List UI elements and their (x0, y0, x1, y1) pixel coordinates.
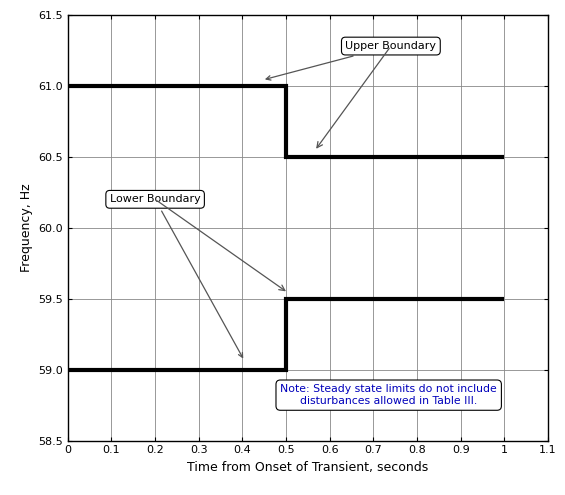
Text: Lower Boundary: Lower Boundary (110, 195, 242, 357)
Text: Note: Steady state limits do not include
disturbances allowed in Table III.: Note: Steady state limits do not include… (280, 384, 497, 406)
Y-axis label: Frequency, Hz: Frequency, Hz (20, 183, 33, 272)
Text: Upper Boundary: Upper Boundary (266, 41, 436, 80)
X-axis label: Time from Onset of Transient, seconds: Time from Onset of Transient, seconds (188, 461, 428, 474)
